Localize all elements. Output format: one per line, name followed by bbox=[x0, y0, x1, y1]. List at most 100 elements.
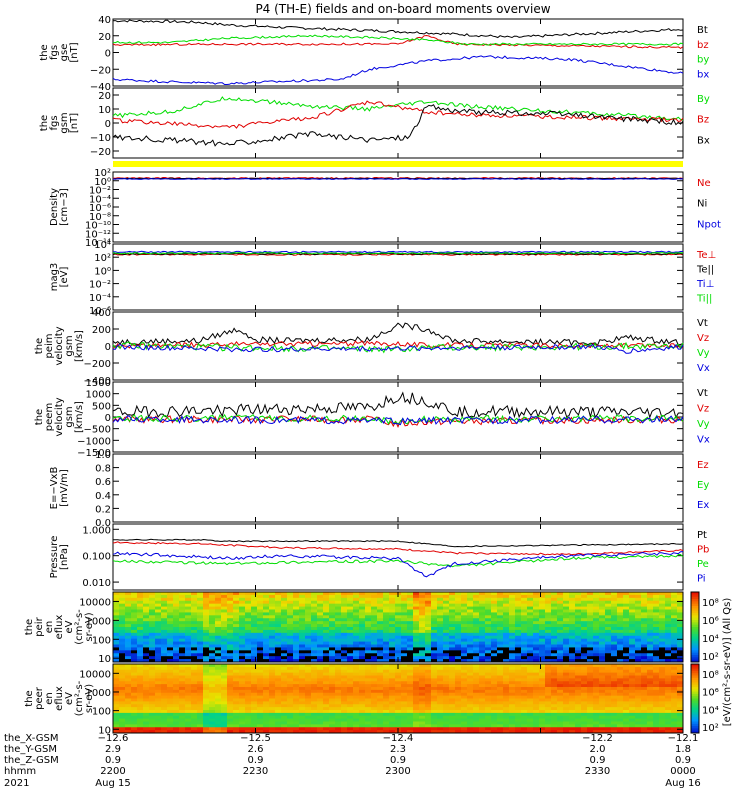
heatmap-cell bbox=[341, 650, 348, 653]
legend-Ne: Ne bbox=[697, 178, 711, 189]
heatmap-cell bbox=[269, 639, 276, 642]
heatmap-cell bbox=[485, 670, 492, 673]
heatmap-cell bbox=[257, 601, 264, 604]
heatmap-cell bbox=[359, 636, 366, 639]
heatmap-cell bbox=[581, 607, 588, 610]
heatmap-cell bbox=[149, 610, 156, 613]
heatmap-cell bbox=[611, 624, 618, 627]
heatmap-cell bbox=[239, 681, 246, 684]
heatmap-cell bbox=[371, 639, 378, 642]
heatmap-cell bbox=[227, 642, 234, 645]
heatmap-cell bbox=[353, 653, 360, 656]
heatmap-cell bbox=[593, 595, 600, 598]
heatmap-cell bbox=[269, 633, 276, 636]
heatmap-cell bbox=[635, 610, 642, 613]
heatmap-cell bbox=[251, 664, 258, 667]
heatmap-cell bbox=[359, 639, 366, 642]
heatmap-cell bbox=[473, 592, 480, 595]
heatmap-cell bbox=[395, 704, 402, 707]
heatmap-cell bbox=[305, 645, 312, 648]
heatmap-cell bbox=[491, 633, 498, 636]
heatmap-cell bbox=[467, 633, 474, 636]
heatmap-cell bbox=[275, 693, 282, 696]
heatmap-cell bbox=[449, 670, 456, 673]
heatmap-cell bbox=[569, 621, 576, 624]
heatmap-cell bbox=[263, 647, 270, 650]
heatmap-cell bbox=[401, 615, 408, 618]
heatmap-cell bbox=[449, 615, 456, 618]
heatmap-cell bbox=[407, 710, 414, 713]
heatmap-cell bbox=[665, 664, 672, 667]
series-Pb bbox=[113, 542, 683, 555]
heatmap-cell bbox=[377, 664, 384, 667]
heatmap-cell bbox=[497, 676, 504, 679]
heatmap-cell bbox=[149, 710, 156, 713]
heatmap-cell bbox=[335, 592, 342, 595]
heatmap-cell bbox=[275, 607, 282, 610]
heatmap-cell bbox=[179, 656, 186, 659]
y-tick-label: 0.6 bbox=[95, 477, 111, 488]
heatmap-cell bbox=[641, 618, 648, 621]
heatmap-cell bbox=[659, 630, 666, 633]
heatmap-cell bbox=[623, 612, 630, 615]
heatmap-cell bbox=[311, 727, 318, 730]
heatmap-cell bbox=[557, 681, 564, 684]
heatmap-cell bbox=[299, 656, 306, 659]
heatmap-cell bbox=[293, 704, 300, 707]
heatmap-cell bbox=[659, 607, 666, 610]
heatmap-cell bbox=[593, 693, 600, 696]
heatmap-cell bbox=[647, 595, 654, 598]
heatmap-cell bbox=[407, 615, 414, 618]
heatmap-cell bbox=[443, 650, 450, 653]
heatmap-cell bbox=[635, 624, 642, 627]
heatmap-cell bbox=[323, 664, 330, 667]
heatmap-cell bbox=[443, 699, 450, 702]
heatmap-cell bbox=[125, 650, 132, 653]
heatmap-cell bbox=[293, 681, 300, 684]
heatmap-cell bbox=[185, 681, 192, 684]
heatmap-cell bbox=[503, 624, 510, 627]
heatmap-cell bbox=[323, 642, 330, 645]
heatmap-cell bbox=[641, 656, 648, 659]
heatmap-cell bbox=[245, 592, 252, 595]
heatmap-cell bbox=[587, 636, 594, 639]
heatmap-cell bbox=[323, 710, 330, 713]
heatmap-cell bbox=[167, 639, 174, 642]
heatmap-cell bbox=[473, 693, 480, 696]
heatmap-cell bbox=[119, 716, 126, 719]
heatmap-cell bbox=[395, 615, 402, 618]
heatmap-cell bbox=[335, 604, 342, 607]
heatmap-cell bbox=[137, 727, 144, 730]
y-tick-label: 500 bbox=[92, 401, 111, 412]
heatmap-cell bbox=[299, 627, 306, 630]
heatmap-cell bbox=[479, 727, 486, 730]
heatmap-cell bbox=[461, 716, 468, 719]
heatmap-cell bbox=[431, 650, 438, 653]
heatmap-cell bbox=[455, 615, 462, 618]
heatmap-cell bbox=[365, 621, 372, 624]
heatmap-cell bbox=[647, 615, 654, 618]
heatmap-cell bbox=[485, 687, 492, 690]
heatmap-cell bbox=[527, 699, 534, 702]
heatmap-cell bbox=[197, 670, 204, 673]
heatmap-cell bbox=[539, 693, 546, 696]
heatmap-cell bbox=[437, 693, 444, 696]
heatmap-cell bbox=[299, 595, 306, 598]
heatmap-cell bbox=[593, 624, 600, 627]
heatmap-cell bbox=[131, 716, 138, 719]
heatmap-cell bbox=[233, 716, 240, 719]
heatmap-cell bbox=[383, 610, 390, 613]
heatmap-cell bbox=[377, 618, 384, 621]
heatmap-cell bbox=[149, 607, 156, 610]
heatmap-cell bbox=[275, 656, 282, 659]
heatmap-cell bbox=[581, 664, 588, 667]
heatmap-cell bbox=[647, 610, 654, 613]
heatmap-cell bbox=[389, 633, 396, 636]
heatmap-cell bbox=[179, 650, 186, 653]
heatmap-cell bbox=[323, 630, 330, 633]
heatmap-cell bbox=[335, 653, 342, 656]
heatmap-cell bbox=[569, 699, 576, 702]
heatmap-cell bbox=[137, 633, 144, 636]
heatmap-cell bbox=[551, 687, 558, 690]
heatmap-cell bbox=[251, 598, 258, 601]
